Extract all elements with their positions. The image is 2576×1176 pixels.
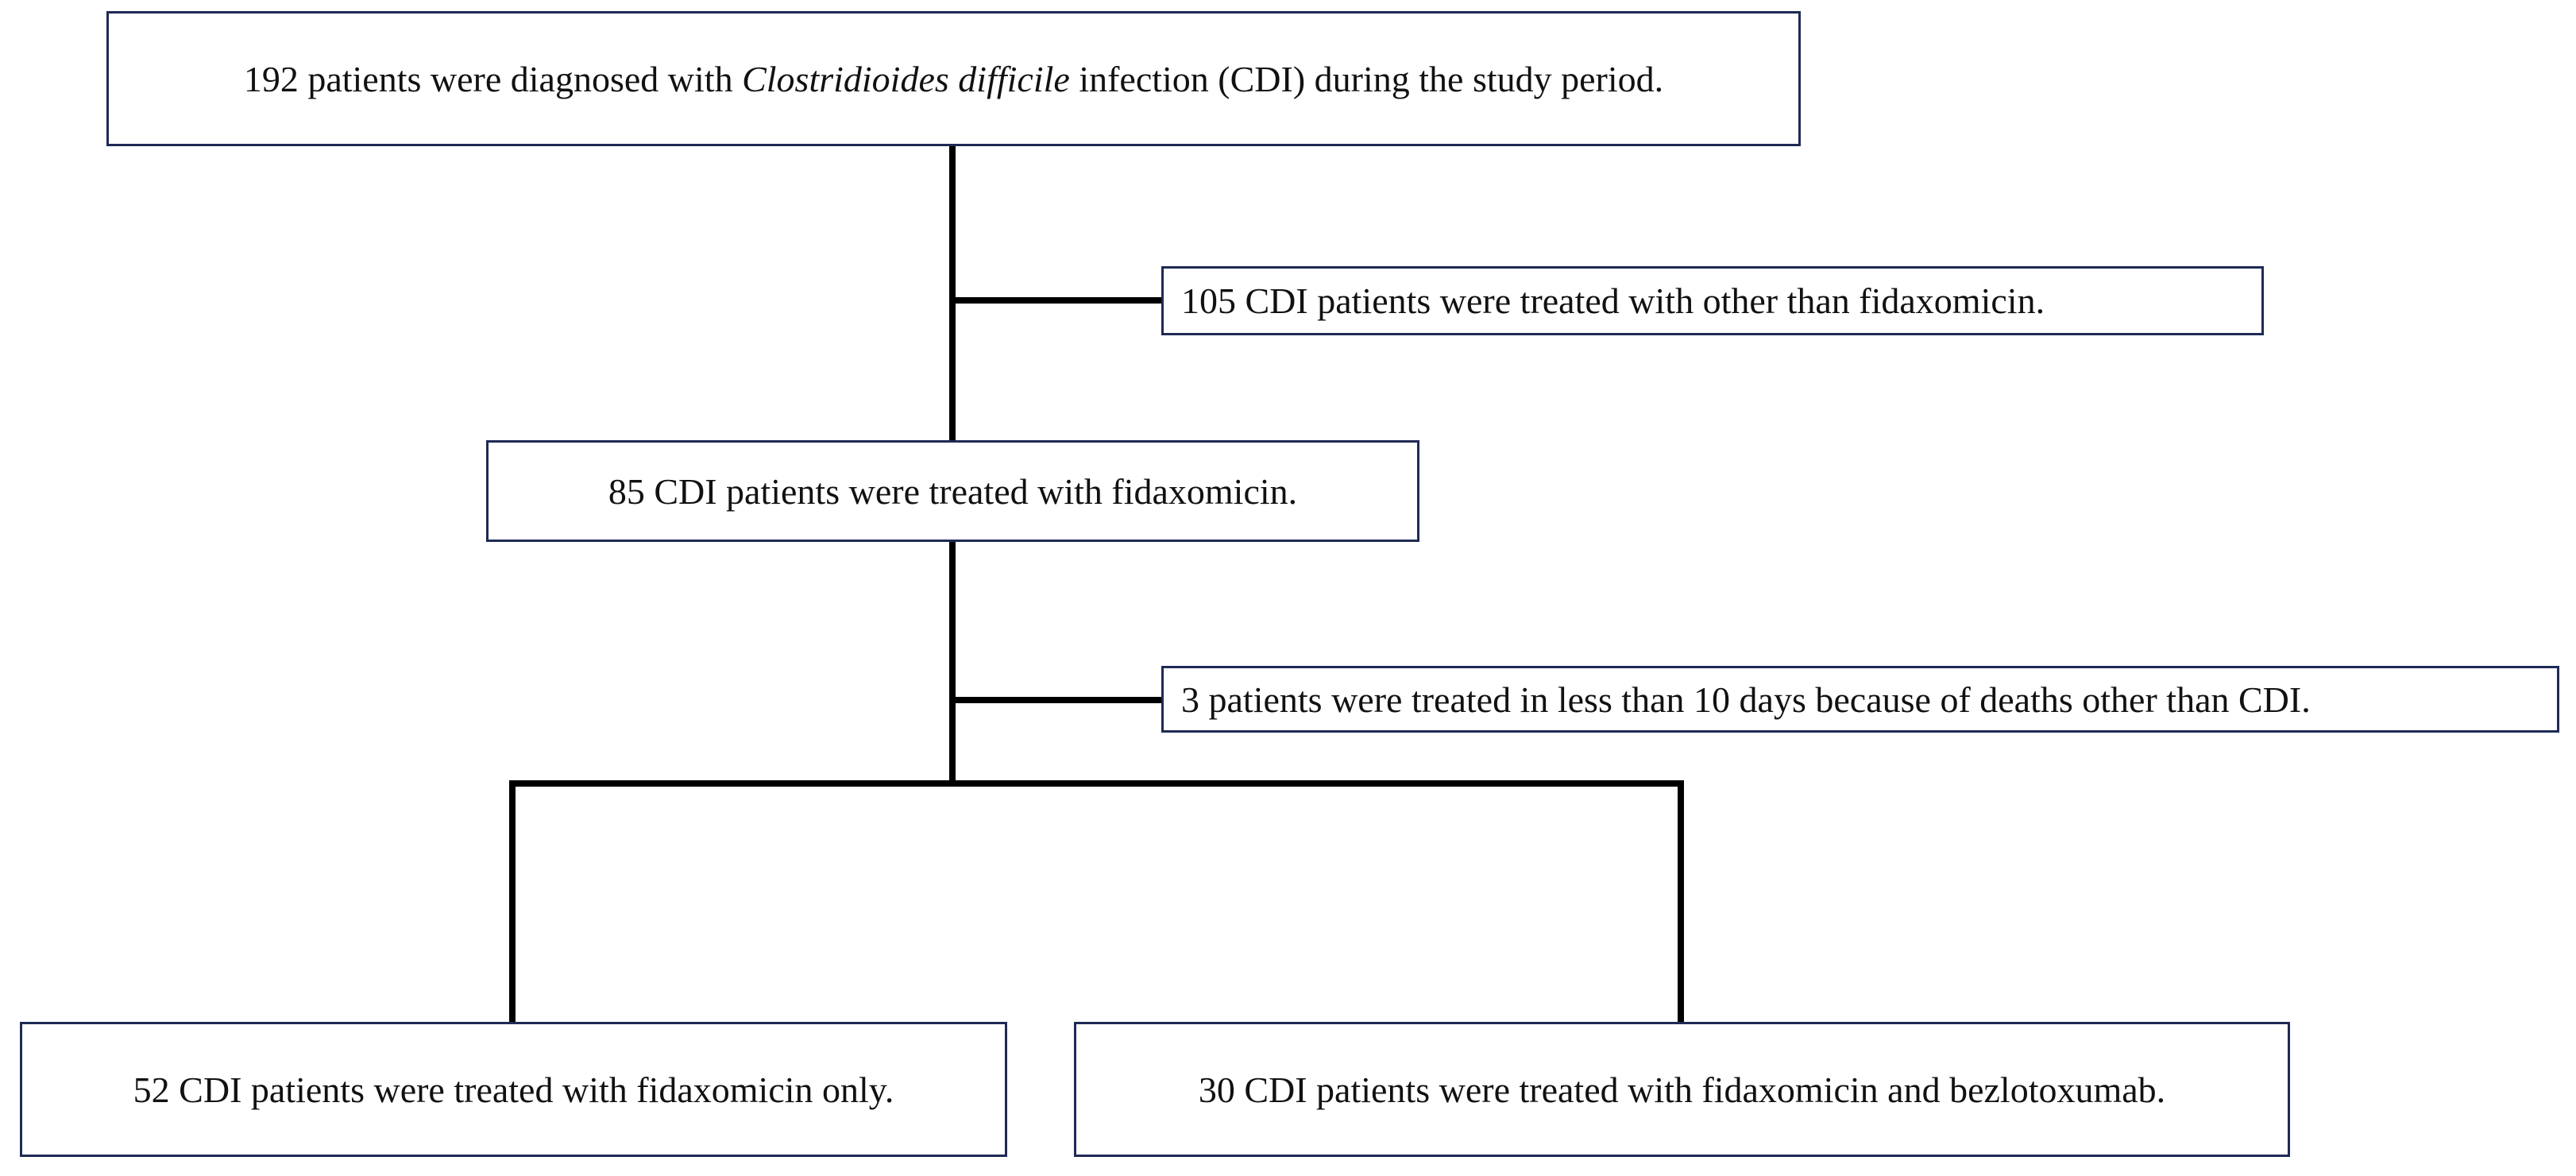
node-text: 30 CDI patients were treated with fidaxo…: [1199, 1069, 2165, 1111]
node-box: 192 patients were diagnosed with Clostri…: [106, 11, 1801, 146]
node-box: 52 CDI patients were treated with fidaxo…: [20, 1022, 1007, 1157]
node-box: 85 CDI patients were treated with fidaxo…: [486, 440, 1419, 542]
node-text: 192 patients were diagnosed with Clostri…: [244, 58, 1663, 100]
text-segment: 30 CDI patients were treated with fidaxo…: [1198, 1069, 2166, 1110]
italic-text: Clostridioides difficile: [742, 58, 1070, 99]
node-box: 105 CDI patients were treated with other…: [1161, 266, 2264, 335]
node-text: 3 patients were treated in less than 10 …: [1181, 679, 2311, 721]
node-box: 30 CDI patients were treated with fidaxo…: [1074, 1022, 2290, 1157]
text-segment: 105 CDI patients were treated with other…: [1181, 280, 2045, 321]
text-segment: 85 CDI patients were treated with fidaxo…: [608, 470, 1298, 512]
node-text: 52 CDI patients were treated with fidaxo…: [133, 1069, 894, 1111]
text-segment: 3 patients were treated in less than 10 …: [1181, 679, 2311, 720]
text-segment: infection (CDI) during the study period.: [1069, 58, 1664, 99]
text-segment: 52 CDI patients were treated with fidaxo…: [133, 1069, 894, 1110]
node-text: 85 CDI patients were treated with fidaxo…: [608, 470, 1297, 513]
node-box: 3 patients were treated in less than 10 …: [1161, 666, 2559, 733]
node-text: 105 CDI patients were treated with other…: [1181, 280, 2045, 322]
text-segment: 192 patients were diagnosed with: [243, 58, 743, 99]
